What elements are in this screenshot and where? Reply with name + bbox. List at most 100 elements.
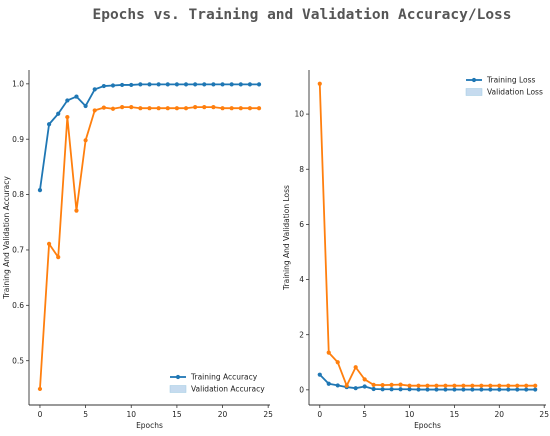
training-loss-point — [353, 386, 358, 391]
training-accuracy-point — [138, 82, 143, 87]
training-accuracy-point — [238, 82, 243, 87]
training-loss-point — [416, 387, 421, 392]
accuracy-y-axis-label: Training And Validation Accuracy — [2, 176, 11, 300]
validation-loss-point — [461, 383, 466, 388]
loss-y-tick-label: 4 — [299, 275, 304, 284]
validation-loss-point — [317, 81, 322, 86]
accuracy-x-tick-label: 0 — [38, 410, 43, 419]
training-loss-point — [524, 387, 529, 392]
accuracy-y-tick-label: 0.6 — [12, 301, 24, 310]
training-accuracy-point — [220, 82, 225, 87]
training-loss-legend-label: Training Loss — [486, 76, 536, 85]
training-loss-point — [452, 387, 457, 392]
accuracy-y-tick-label: 1.0 — [12, 79, 24, 88]
validation-accuracy-point — [74, 208, 79, 213]
validation-accuracy-point — [138, 106, 143, 111]
validation-accuracy-point — [165, 106, 170, 111]
validation-loss-point — [407, 383, 412, 388]
validation-loss-point — [452, 383, 457, 388]
validation-accuracy-point — [211, 104, 216, 110]
accuracy-chart: 0 5 10 15 20 25 0.5 0.6 0.7 0.8 0.9 1.0 Epochs Traini… — [2, 70, 273, 430]
training-loss-point — [317, 372, 322, 377]
validation-accuracy-point — [37, 386, 43, 392]
training-loss-legend-marker — [471, 77, 477, 83]
training-accuracy-point — [202, 82, 207, 87]
loss-y-tick-label: 8 — [299, 165, 304, 174]
validation-loss-point — [515, 383, 520, 388]
accuracy-y-tick-label: 0.5 — [12, 356, 24, 365]
training-loss-point — [470, 387, 475, 392]
training-accuracy-point — [92, 87, 97, 92]
training-loss-point — [398, 387, 403, 392]
accuracy-x-tick-label: 20 — [218, 410, 228, 419]
validation-accuracy-point — [238, 106, 243, 111]
validation-loss-point — [353, 365, 358, 370]
training-loss-point — [425, 387, 430, 392]
loss-x-tick-label: 15 — [450, 410, 460, 419]
validation-loss-point — [479, 383, 484, 388]
loss-legend: Training Loss Validation Loss — [465, 76, 543, 97]
validation-accuracy-point — [229, 106, 234, 111]
training-loss-point — [371, 386, 376, 392]
training-accuracy-point — [110, 83, 116, 88]
validation-loss-point — [524, 383, 529, 388]
validation-loss-point — [371, 382, 376, 387]
training-loss-point — [380, 387, 385, 392]
training-accuracy-point — [65, 98, 70, 103]
validation-loss-point — [434, 383, 439, 388]
accuracy-x-tick-label: 25 — [263, 410, 273, 419]
validation-loss-point — [533, 383, 538, 388]
loss-x-axis-label: Epochs — [414, 421, 441, 430]
validation-accuracy-point — [174, 106, 179, 111]
validation-accuracy-point — [120, 104, 125, 110]
accuracy-y-tick-label: 0.7 — [12, 246, 24, 255]
validation-accuracy-point — [129, 104, 134, 110]
training-accuracy-point — [256, 82, 262, 87]
loss-x-tick-label: 25 — [539, 410, 549, 419]
validation-accuracy-point — [183, 106, 189, 111]
accuracy-x-axis-label: Epochs — [136, 421, 163, 430]
validation-accuracy-point — [110, 106, 116, 111]
validation-accuracy-legend-swatch — [169, 385, 187, 393]
validation-accuracy-point — [46, 241, 52, 246]
accuracy-x-tick-label: 15 — [172, 410, 182, 419]
validation-loss-point — [506, 383, 511, 388]
training-accuracy-legend-marker — [175, 374, 181, 380]
validation-accuracy-line — [39, 106, 260, 389]
training-loss-point — [362, 384, 367, 389]
training-accuracy-legend-label: Training Accuracy — [190, 373, 258, 382]
validation-accuracy-point — [156, 106, 161, 111]
training-loss-point — [461, 387, 466, 392]
loss-chart: 0 5 10 15 20 25 0 2 4 6 8 10 Epochs Training And Vali… — [282, 70, 549, 430]
training-accuracy-point — [147, 82, 152, 87]
validation-accuracy-point — [83, 138, 88, 143]
training-loss-point — [389, 387, 394, 392]
validation-accuracy-point — [193, 104, 198, 110]
validation-loss-point — [443, 383, 448, 388]
figure-title: Epochs vs. Training and Validation Accur… — [92, 7, 511, 23]
training-accuracy-point — [247, 82, 253, 87]
training-loss-point — [335, 383, 340, 388]
training-accuracy-point — [183, 82, 189, 87]
validation-loss-line — [318, 83, 536, 387]
loss-x-tick-label: 0 — [317, 410, 322, 419]
training-loss-point — [515, 387, 520, 392]
loss-y-axis-label: Training And Validation Loss — [282, 185, 291, 291]
validation-accuracy-legend-label: Validation Accuracy — [191, 385, 265, 394]
validation-loss-point — [488, 383, 493, 388]
training-loss-point — [488, 387, 493, 392]
loss-y-tick-label: 10 — [294, 110, 304, 119]
accuracy-y-tick-label: 0.9 — [12, 135, 24, 144]
training-loss-point — [443, 387, 448, 392]
training-accuracy-point — [74, 94, 79, 99]
validation-loss-point — [389, 382, 394, 387]
validation-loss-point — [497, 383, 502, 388]
training-accuracy-point — [211, 82, 216, 87]
validation-loss-point — [470, 383, 475, 388]
training-loss-point — [533, 387, 538, 392]
training-loss-point — [326, 381, 331, 386]
training-accuracy-point — [46, 122, 52, 127]
validation-accuracy-point — [147, 106, 152, 111]
loss-x-tick-label: 5 — [362, 410, 367, 419]
validation-accuracy-point — [101, 105, 106, 110]
